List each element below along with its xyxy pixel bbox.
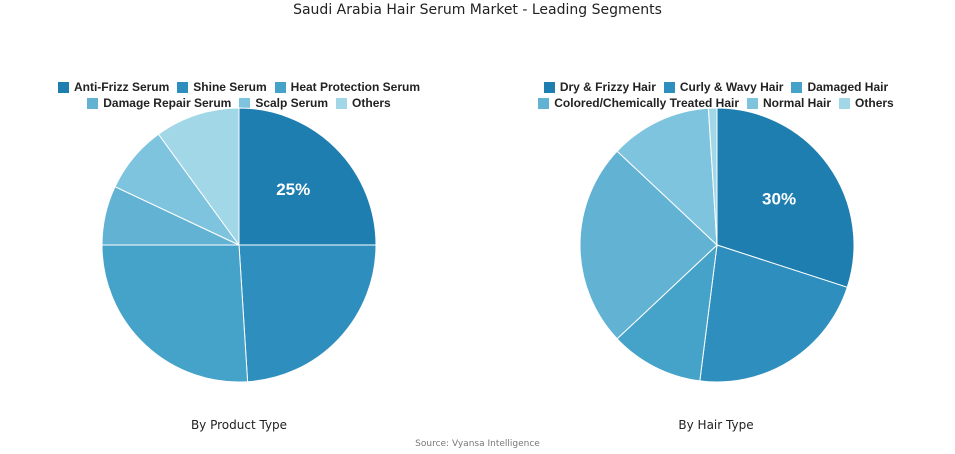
legend-swatch — [177, 81, 189, 93]
legend-item-normal-hair: Normal Hair — [747, 96, 831, 110]
legend-label: Colored/Chemically Treated Hair — [554, 96, 739, 110]
legend-item-anti-frizz-serum: Anti-Frizz Serum — [57, 80, 170, 94]
pie-slice-dry-frizzy-hair — [716, 107, 855, 288]
data-label-anti-frizz-serum: 25% — [276, 180, 310, 199]
legend-swatch — [538, 97, 550, 109]
caption-product-type: By Product Type — [190, 418, 288, 432]
legend-label: Scalp Serum — [255, 96, 329, 110]
source-note: Source: Vyansa Intelligence — [415, 439, 540, 449]
chart-title: Saudi Arabia Hair Serum Market - Leading… — [293, 2, 662, 18]
legend-swatch — [87, 97, 99, 109]
pie-slice-damaged-hair — [616, 243, 718, 382]
data-label-dry-frizzy-hair: 30% — [762, 189, 796, 208]
legend-item-dry-frizzy-hair: Dry & Frizzy Hair — [543, 80, 656, 94]
pie-slice-colored-chemically-treated-hair — [579, 150, 718, 340]
legend-label: Dry & Frizzy Hair — [559, 80, 656, 94]
pie-chart-hair-type: 30% — [579, 107, 855, 383]
legend-item-others: Others — [336, 96, 391, 110]
legend-swatch — [791, 81, 803, 93]
legend-item-damaged-hair: Damaged Hair — [791, 80, 888, 94]
legend-swatch — [663, 81, 675, 93]
legend-label: Others — [352, 96, 391, 110]
pie-slice-curly-wavy-hair — [699, 244, 848, 383]
legend-label: Normal Hair — [763, 96, 832, 110]
legend-swatch — [747, 97, 758, 109]
legend-label: Shine Serum — [193, 80, 267, 94]
legend-item-heat-protection-serum: Heat Protection Serum — [274, 80, 421, 94]
pie-slice-heat-protection-serum — [101, 244, 249, 383]
legend-swatch — [274, 81, 286, 93]
legend-swatch — [336, 97, 348, 109]
caption-hair-type: By Hair Type — [678, 418, 754, 432]
legend-item-shine-serum: Shine Serum — [177, 80, 267, 94]
legend-label: Heat Protection Serum — [290, 80, 421, 94]
legend-hair-type: Dry & Frizzy Hair Curly & Wavy Hair Damage… — [506, 80, 926, 110]
legend-label: Damaged Hair — [807, 80, 889, 94]
pie-slice-anti-frizz-serum — [238, 107, 377, 246]
pie-slice-normal-hair — [616, 107, 718, 247]
legend-swatch — [543, 81, 555, 93]
legend-swatch — [239, 97, 251, 109]
legend-label: Others — [855, 96, 894, 110]
legend-item-colored-chemically-treated-hair: Colored/Chemically Treated Hair — [538, 96, 739, 110]
legend-label: Curly & Wavy Hair — [679, 80, 784, 94]
legend-item-damage-repair-serum: Damage Repair Serum — [87, 96, 231, 110]
legend-item-scalp-serum: Scalp Serum — [239, 96, 328, 110]
pie-slice-others — [157, 107, 240, 247]
legend-item-curly-wavy-hair: Curly & Wavy Hair — [663, 80, 784, 94]
legend-swatch — [839, 97, 851, 109]
legend-label: Anti-Frizz Serum — [73, 80, 170, 94]
pie-slice-shine-serum — [238, 244, 377, 383]
pie-slice-others — [707, 107, 718, 246]
pie-chart-product-type: 25% — [101, 107, 377, 383]
legend-item-others: Others — [839, 96, 894, 110]
legend-swatch — [57, 81, 69, 93]
legend-label: Damage Repair Serum — [103, 96, 232, 110]
legend-product-type: Anti-Frizz Serum Shine Serum Heat Protecti… — [29, 80, 449, 110]
